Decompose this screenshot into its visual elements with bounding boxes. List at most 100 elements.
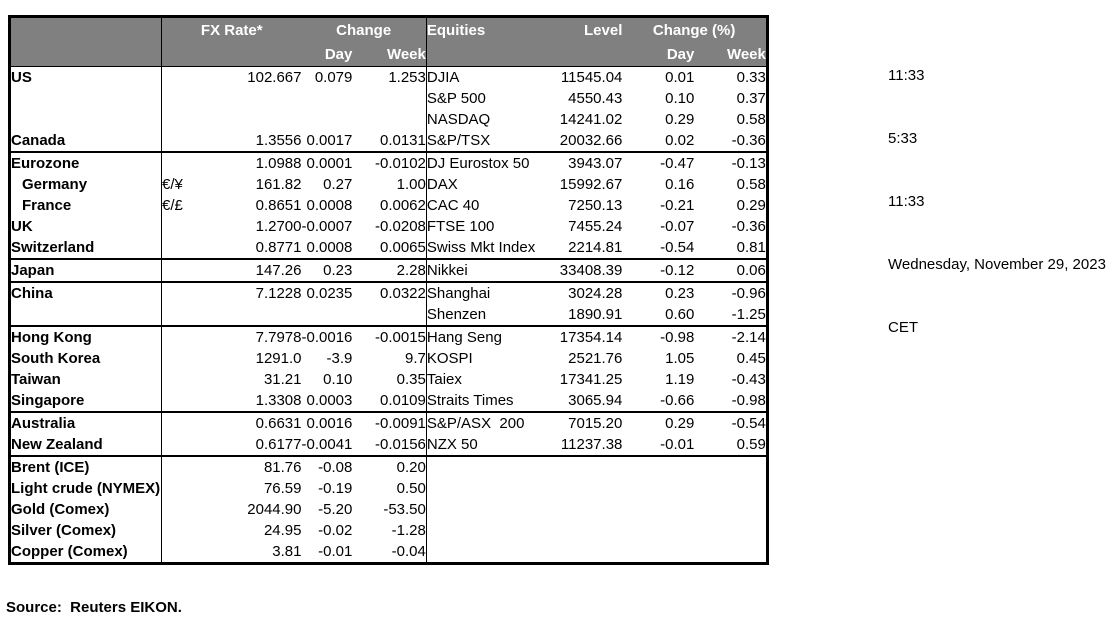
header-empty-pair xyxy=(161,42,192,67)
fx-rate-value: 1.0988 xyxy=(255,155,302,172)
fx-rate-value: 81.76 xyxy=(263,459,302,476)
fx-change-day: -5.20 xyxy=(318,501,353,518)
region-label: US xyxy=(9,66,162,88)
equity-change-week: -2.14 xyxy=(731,329,766,346)
fx-change-week: 0.0109 xyxy=(352,390,427,413)
region-label: Hong Kong xyxy=(9,326,162,348)
fx-change-week: 0.35 xyxy=(352,369,427,390)
clock-line-1: 11:33 xyxy=(888,67,925,84)
fx-change-day: -0.01 xyxy=(318,543,353,560)
fx-pair-label xyxy=(162,282,192,304)
fx-pair-label xyxy=(161,259,192,283)
equity-name: KOSPI xyxy=(426,350,473,367)
equity-level xyxy=(547,520,622,541)
equity-level: 3024.28 xyxy=(568,285,623,302)
equity-change-week: 0.59 xyxy=(694,434,768,457)
equity-name: DJ Eurostox 50 xyxy=(426,155,530,172)
fx-change-day: 0.0001 xyxy=(306,155,353,172)
region-label: New Zealand xyxy=(9,434,162,457)
table-row: Japan 147.26 0.23 2.28 Nikkei 33408.39 -0.12 0.… xyxy=(9,259,768,283)
fx-rate-value: 7.7978 xyxy=(255,329,302,346)
fx-change-week xyxy=(352,88,427,109)
equity-level: 3943.07 xyxy=(568,155,623,172)
source-line: Source: Reuters EIKON. xyxy=(6,599,182,616)
header-corner-cell xyxy=(9,16,162,42)
header-row-2: Day Week Day Week xyxy=(9,42,768,67)
fx-change-week: -0.0208 xyxy=(352,216,427,237)
fx-pair-label xyxy=(161,390,192,413)
fx-rate-value: 147.26 xyxy=(191,259,302,283)
region-label: Taiwan xyxy=(9,369,162,390)
region-label: Canada xyxy=(9,130,162,153)
header-change-pct: Change (%) xyxy=(622,16,768,42)
fx-rate-value xyxy=(192,88,302,109)
header-empty-equity xyxy=(426,42,548,67)
equity-change-day xyxy=(622,478,694,499)
equity-change-week xyxy=(694,478,767,499)
fx-rate-value: 7.1228 xyxy=(255,285,302,302)
equity-change-week: -0.13 xyxy=(731,155,766,172)
table-row: Light crude (NYMEX) 76.59 -0.19 0.50 xyxy=(9,478,768,499)
fx-change-week: 1.00 xyxy=(352,174,427,195)
region-label: Eurozone xyxy=(9,152,162,174)
fx-change-day: 0.0003 xyxy=(301,390,353,413)
equity-change-day: -0.07 xyxy=(660,218,695,235)
fx-pair-label xyxy=(162,348,192,369)
region-label: Copper (Comex) xyxy=(9,541,162,564)
equity-level: 15992.67 xyxy=(559,176,623,193)
fx-pair-label xyxy=(162,88,192,109)
equity-level: 2214.81 xyxy=(547,237,623,260)
equity-change-day: -0.21 xyxy=(660,197,695,214)
equity-change-week: -1.25 xyxy=(694,304,768,327)
fx-rate-value: 1.3556 xyxy=(191,130,302,153)
table-row: Singapore 1.3308 0.0003 0.0109 Straits Times… xyxy=(9,390,768,413)
fx-change-week: 0.20 xyxy=(352,456,427,478)
fx-pair-label xyxy=(162,478,192,499)
region-label xyxy=(9,304,162,327)
equity-change-week: -0.36 xyxy=(731,218,766,235)
equity-name: Hang Seng xyxy=(426,329,502,346)
fx-pair-label xyxy=(161,434,192,457)
equity-change-day: 1.05 xyxy=(665,350,695,367)
equity-change-week: 0.06 xyxy=(694,259,768,283)
equity-level: 17341.25 xyxy=(559,371,623,388)
fx-rate-value: 24.95 xyxy=(263,522,302,539)
region-label: Brent (ICE) xyxy=(9,456,162,478)
fx-change-day: 0.0008 xyxy=(306,197,353,214)
fx-change-week xyxy=(352,304,427,327)
equity-name xyxy=(426,520,547,541)
region-label: UK xyxy=(9,216,162,237)
date-line: Wednesday, November 29, 2023 xyxy=(888,256,1106,273)
region-label: Germany xyxy=(9,174,162,195)
fx-pair-label xyxy=(161,304,192,327)
equity-change-day: 0.60 xyxy=(622,304,695,327)
table-row: Silver (Comex) 24.95 -0.02 -1.28 xyxy=(9,520,768,541)
fx-pair-label xyxy=(162,109,192,130)
header-eq-week: Week xyxy=(694,42,768,67)
fx-change-day: 0.079 xyxy=(314,69,353,86)
fx-pair-label xyxy=(162,520,192,541)
time-panel: 11:33 5:33 11:33 Wednesday, November 29,… xyxy=(888,23,1106,380)
equity-level: 17354.14 xyxy=(559,329,623,346)
footer-notes: Source: Reuters EIKON. * FX Rate for USD… xyxy=(6,555,773,619)
fx-pair-label xyxy=(161,237,192,260)
fx-rate-value: 3.81 xyxy=(272,543,302,560)
equity-name: Shanghai xyxy=(426,285,491,302)
fx-change-day xyxy=(301,304,353,327)
fx-change-week: 0.50 xyxy=(352,478,427,499)
equity-level xyxy=(547,499,622,520)
table-row: Australia 0.6631 0.0016 -0.0091 S&P/ASX 200 7… xyxy=(9,412,768,434)
fx-pair-label xyxy=(162,412,192,434)
equity-change-day: 0.10 xyxy=(665,90,695,107)
equity-level: 33408.39 xyxy=(547,259,623,283)
fx-pair-label xyxy=(162,369,192,390)
fx-rate-value xyxy=(192,109,302,130)
fx-change-day: -0.0007 xyxy=(301,218,353,235)
table-row: New Zealand 0.6177 -0.0041 -0.0156 NZX 50 112… xyxy=(9,434,768,457)
fx-rate-value: 76.59 xyxy=(263,480,302,497)
header-empty-level xyxy=(547,42,623,67)
equity-name xyxy=(426,456,547,478)
equity-name: S&P/ASX 200 xyxy=(426,415,525,432)
table-row: Eurozone 1.0988 0.0001 -0.0102 DJ Eurostox 5… xyxy=(9,152,768,174)
header-row-1: FX Rate* Change Equities Level Change (%… xyxy=(9,16,768,42)
